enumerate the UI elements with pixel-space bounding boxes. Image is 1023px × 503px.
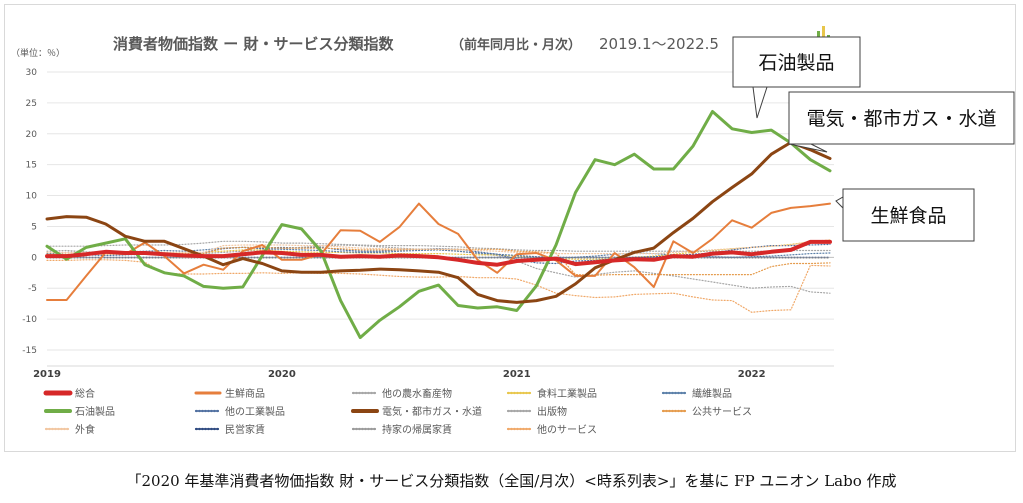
y-tick-label: 0 <box>31 253 37 263</box>
legend-label: 出版物 <box>537 405 567 418</box>
callout-oil: 石油製品 <box>732 36 861 119</box>
y-axis-unit-label: （単位：％） <box>11 47 65 59</box>
legend-label: 外食 <box>75 423 95 436</box>
series-line-7 <box>45 140 832 304</box>
series-line-8 <box>46 240 831 252</box>
x-axis-ticks: 2019 2020 2021 2022 <box>33 365 834 380</box>
x-tick-label: 2021 <box>503 369 531 380</box>
legend-label: 食料工業製品 <box>537 387 597 400</box>
chart-title: 消費者物価指数 ー 財・サービス分類指数 <box>113 35 394 53</box>
legend-label: 繊維製品 <box>692 387 732 400</box>
legend-label: 民営家賃 <box>225 423 265 436</box>
legend-label: 他の農水畜産物 <box>382 387 452 400</box>
x-tick-label: 2022 <box>738 369 766 380</box>
y-tick-label: 30 <box>26 68 38 78</box>
y-tick-label: -5 <box>28 284 37 294</box>
series-line-1 <box>46 202 831 301</box>
y-tick-label: -10 <box>22 315 37 325</box>
series-line-5 <box>45 110 832 340</box>
callout-box <box>732 36 861 88</box>
callout-box <box>788 91 1015 145</box>
callout-pointer <box>835 196 844 210</box>
y-tick-label: 10 <box>26 192 38 202</box>
y-tick-label: 15 <box>26 161 37 171</box>
chart-title-period: 2019.1～2022.5 <box>599 35 719 53</box>
y-tick-label: 5 <box>31 222 37 232</box>
source-caption: 「2020 年基準消費者物価指数 財・サービス分類指数（全国/月次）<時系列表>… <box>126 472 897 490</box>
legend-label: 公共サービス <box>692 406 752 418</box>
callout-box <box>842 188 975 242</box>
callout-util: 電気・都市ガス・水道 <box>788 91 1015 153</box>
legend-label: 電気・都市ガス・水道 <box>382 405 482 418</box>
callout-label: 電気・都市ガス・水道 <box>806 108 996 130</box>
x-tick-label: 2019 <box>33 369 61 380</box>
callout-label: 生鮮食品 <box>870 205 946 227</box>
callout-label: 石油製品 <box>758 52 834 74</box>
callout-fresh: 生鮮食品 <box>835 188 975 242</box>
series-line-3 <box>46 239 831 260</box>
chart-title-note: （前年同月比・月次） <box>451 37 581 53</box>
y-axis-ticks: -15 -10 -5 0 5 10 15 20 25 30 <box>22 68 37 356</box>
chart-frame: 消費者物価指数 ー 財・サービス分類指数 （前年同月比・月次） 2019.1～2… <box>4 4 1016 452</box>
series-line-10 <box>46 239 831 255</box>
legend-label: 石油製品 <box>75 405 115 418</box>
y-tick-label: -15 <box>22 346 37 356</box>
y-tick-label: 20 <box>26 130 38 140</box>
legend-label: 他のサービス <box>537 423 597 436</box>
legend-label: 持家の帰属家賃 <box>382 423 452 436</box>
series-lines <box>45 110 832 340</box>
y-tick-label: 25 <box>26 99 37 109</box>
series-line-0 <box>45 239 832 267</box>
legend-label: 総合 <box>75 387 95 400</box>
chart-title-group: 消費者物価指数 ー 財・サービス分類指数 （前年同月比・月次） 2019.1～2… <box>113 26 830 53</box>
x-tick-label: 2020 <box>268 369 296 380</box>
legend-label: 生鮮商品 <box>225 387 265 400</box>
legend-label: 他の工業製品 <box>225 405 285 418</box>
chart-svg: 消費者物価指数 ー 財・サービス分類指数 （前年同月比・月次） 2019.1～2… <box>11 26 1015 436</box>
